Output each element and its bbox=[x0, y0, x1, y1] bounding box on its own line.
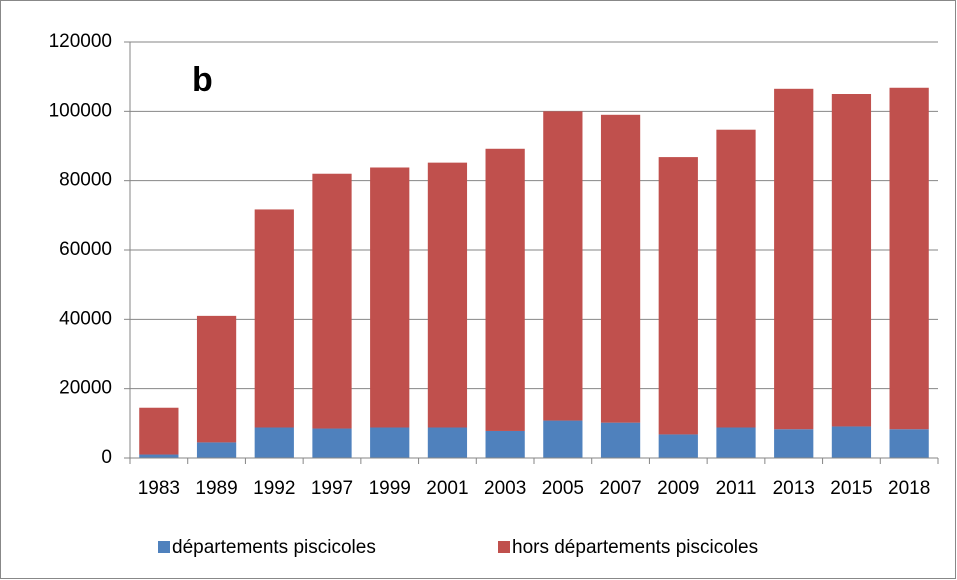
bar-segment bbox=[889, 87, 929, 430]
legend-swatch bbox=[158, 541, 170, 553]
legend-label: hors départements piscicoles bbox=[512, 537, 758, 558]
x-tick-label: 1992 bbox=[253, 478, 295, 499]
y-tick-label: 20000 bbox=[59, 378, 112, 399]
x-tick-label: 2018 bbox=[888, 478, 930, 499]
bar-segment bbox=[370, 167, 410, 428]
x-tick-label: 2007 bbox=[599, 478, 641, 499]
bar-segment bbox=[254, 209, 294, 428]
bar-segment bbox=[139, 454, 179, 458]
x-tick-label: 2015 bbox=[830, 478, 872, 499]
bar-segment bbox=[196, 442, 237, 458]
bar-segment bbox=[370, 427, 410, 458]
bar-segment bbox=[831, 94, 872, 427]
bar-segment bbox=[427, 162, 468, 428]
y-tick-label: 120000 bbox=[49, 31, 112, 52]
bar-segment bbox=[889, 429, 929, 458]
bar-segment bbox=[543, 111, 583, 421]
x-tick-label: 2013 bbox=[773, 478, 815, 499]
x-tick-label: 2005 bbox=[542, 478, 584, 499]
bar-segment bbox=[600, 422, 641, 458]
bar-segment bbox=[196, 315, 237, 443]
x-tick-label: 2011 bbox=[716, 478, 757, 499]
bar-segment bbox=[254, 427, 294, 458]
bar-segment bbox=[774, 88, 814, 430]
legend-label: départements piscicoles bbox=[172, 537, 376, 558]
y-tick-label: 0 bbox=[101, 447, 112, 468]
x-tick-label: 2009 bbox=[657, 478, 699, 499]
bar-segment bbox=[774, 429, 814, 458]
bar-segment bbox=[139, 407, 179, 455]
x-tick-label: 1989 bbox=[195, 478, 237, 499]
bar-segment bbox=[427, 427, 468, 458]
bar-segment bbox=[312, 173, 352, 429]
x-tick-label: 2003 bbox=[484, 478, 526, 499]
bar-segment bbox=[716, 129, 756, 428]
annotation: b bbox=[192, 61, 213, 99]
bar-segment bbox=[600, 114, 641, 423]
y-tick-label: 40000 bbox=[59, 308, 112, 329]
bar-segment bbox=[716, 427, 756, 458]
bar-segment bbox=[658, 434, 698, 458]
y-tick-label: 60000 bbox=[59, 239, 112, 260]
bar-segment bbox=[831, 426, 872, 458]
y-tick-label: 80000 bbox=[59, 170, 112, 191]
legend-swatch bbox=[498, 541, 510, 553]
x-tick-label: 2001 bbox=[426, 478, 468, 499]
bar-segment bbox=[543, 420, 583, 458]
bar-segment bbox=[312, 428, 352, 458]
bar-segment bbox=[485, 430, 525, 458]
x-tick-label: 1999 bbox=[369, 478, 411, 499]
bar-segment bbox=[485, 148, 525, 431]
x-tick-label: 1997 bbox=[311, 478, 353, 499]
y-tick-label: 100000 bbox=[49, 100, 112, 121]
bar-segment bbox=[658, 157, 698, 435]
x-tick-label: 1983 bbox=[138, 478, 180, 499]
